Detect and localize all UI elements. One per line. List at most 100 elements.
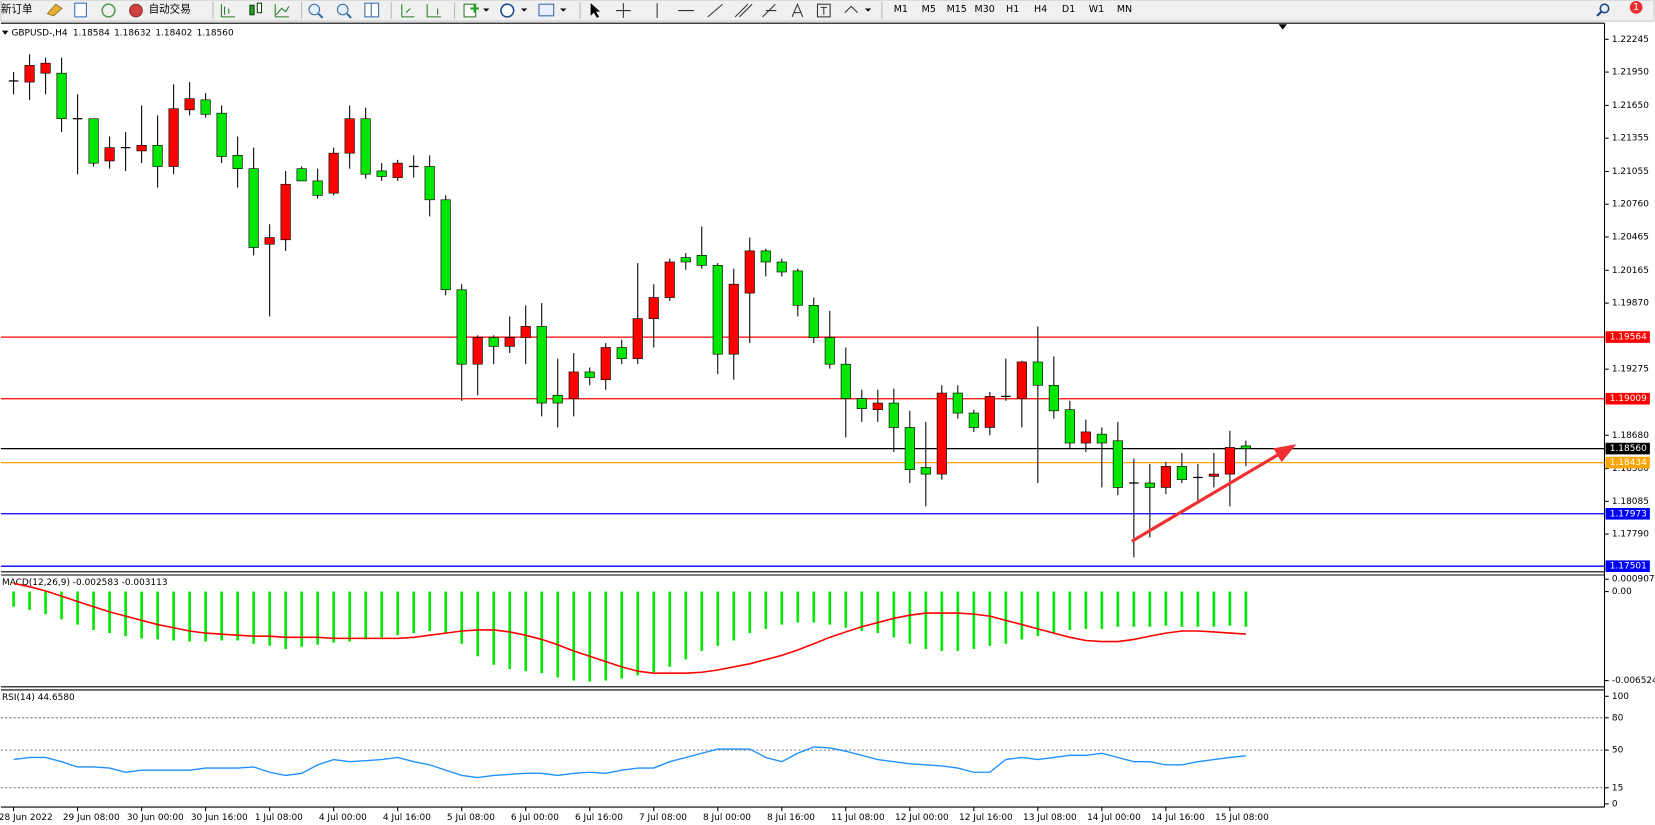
line-chart-icon[interactable] xyxy=(274,4,290,18)
candle-body xyxy=(488,337,499,347)
auto-trading-button[interactable]: 自动交易 xyxy=(149,2,191,15)
ohlc-close: 1.18560 xyxy=(197,28,234,38)
dropdown-arrow[interactable] xyxy=(483,8,490,12)
candle-body xyxy=(936,392,947,475)
candle-body xyxy=(1048,384,1059,412)
candle-body xyxy=(184,98,195,111)
candle-body xyxy=(552,394,563,404)
candle-body xyxy=(280,183,291,241)
candle-body xyxy=(968,412,979,428)
timeframe-button[interactable]: W1 xyxy=(1089,4,1104,15)
chart-header: GBPUSD-,H4 1.18584 1.18632 1.18402 1.18560 xyxy=(11,28,233,38)
gold-icon[interactable] xyxy=(46,3,63,17)
rsi-label: RSI(14) 44.6580 xyxy=(2,693,75,703)
ohlc-low: 1.18402 xyxy=(155,28,192,38)
auto-trading-icon[interactable] xyxy=(129,3,143,18)
x-tick-label: 13 Jul 08:00 xyxy=(1023,813,1077,823)
candle-body xyxy=(536,326,547,404)
timeframe-bar: M1 M5 M15 M30 H1 H4 D1 W1 MN xyxy=(894,4,1132,15)
text-tool[interactable] xyxy=(791,2,804,18)
zoom-in-icon[interactable] xyxy=(308,3,321,16)
candle-body xyxy=(104,147,115,162)
new-order-button[interactable]: 新订单 xyxy=(1,2,33,15)
candle-body xyxy=(648,297,659,319)
candle-body xyxy=(328,152,339,194)
candles-icon[interactable] xyxy=(256,2,263,14)
candle-body xyxy=(1080,431,1091,444)
chart-shift-icon[interactable] xyxy=(426,4,441,18)
ohlc-open: 1.18584 xyxy=(73,28,110,38)
candle-body xyxy=(472,337,483,365)
candle-body xyxy=(520,326,531,338)
periods-icon[interactable] xyxy=(500,3,515,18)
zoom-out-icon[interactable] xyxy=(336,3,349,16)
candle-body xyxy=(872,402,883,411)
candle-body xyxy=(728,283,739,355)
x-tick-label: 29 Jun 08:00 xyxy=(63,813,120,823)
candle-body xyxy=(88,118,99,164)
trendline-tool[interactable] xyxy=(707,3,723,18)
symbol-marker xyxy=(1,30,9,35)
timeframe-button[interactable]: D1 xyxy=(1062,4,1075,15)
dropdown-arrow[interactable] xyxy=(864,8,872,12)
candle-body xyxy=(632,318,643,359)
templates-icon[interactable] xyxy=(538,3,555,17)
timeframe-button[interactable]: M1 xyxy=(894,4,908,15)
y-tick-label: 1.21650 xyxy=(1612,101,1649,111)
timeframe-button[interactable]: MN xyxy=(1117,4,1132,15)
tile-icon[interactable] xyxy=(364,2,380,18)
candle-body xyxy=(792,270,803,306)
x-tick-label: 30 Jun 16:00 xyxy=(191,813,248,823)
label-tool[interactable] xyxy=(820,6,827,15)
dropdown-arrow[interactable] xyxy=(521,8,528,12)
candle-body xyxy=(392,162,403,178)
y-tick-label: 0 xyxy=(1612,799,1618,809)
history-icon[interactable] xyxy=(74,2,87,18)
candle-body xyxy=(344,118,355,154)
candle-body xyxy=(1064,409,1075,444)
candle-body xyxy=(984,396,995,428)
y-tick-label: -0.006524 xyxy=(1612,676,1655,686)
candle-body xyxy=(664,261,675,298)
candle-body xyxy=(1144,482,1155,488)
price-level-tag xyxy=(1605,331,1650,343)
candle-body xyxy=(680,257,691,263)
timeframe-button[interactable]: M15 xyxy=(947,4,967,15)
indicators-icon[interactable] xyxy=(470,4,479,13)
x-tick-label: 12 Jul 16:00 xyxy=(959,813,1013,823)
autoscroll-icon[interactable] xyxy=(401,4,415,18)
label-tool[interactable] xyxy=(816,3,831,18)
symbol: GBPUSD-,H4 xyxy=(11,28,67,38)
price-level-label: 1.17973 xyxy=(1610,509,1647,519)
crosshair-tool[interactable] xyxy=(615,3,631,18)
candle-body xyxy=(888,402,899,428)
zoom-out-icon[interactable] xyxy=(346,12,352,19)
timeframe-button[interactable]: M30 xyxy=(975,4,995,15)
candles-icon[interactable] xyxy=(249,4,255,16)
timeframe-button[interactable]: H4 xyxy=(1034,4,1047,15)
zoom-in-icon[interactable] xyxy=(317,12,324,19)
x-tick-label: 14 Jul 16:00 xyxy=(1151,813,1205,823)
arrows-tool[interactable] xyxy=(844,5,858,14)
timeframe-button[interactable]: M5 xyxy=(922,4,936,15)
shift-marker xyxy=(1278,24,1287,30)
signal-icon[interactable] xyxy=(101,3,116,18)
search-icon[interactable] xyxy=(1599,3,1610,14)
y-tick-label: 1.17790 xyxy=(1612,530,1649,540)
x-tick-label: 8 Jul 16:00 xyxy=(767,813,815,823)
y-tick-label: 15 xyxy=(1612,783,1623,793)
chart-background xyxy=(0,22,1655,825)
timeframe-button[interactable]: H1 xyxy=(1006,4,1019,15)
x-tick-label: 4 Jul 00:00 xyxy=(319,813,367,823)
fibonacci-tool[interactable] xyxy=(762,3,777,18)
cursor-tool[interactable] xyxy=(590,3,601,18)
notification-badge[interactable] xyxy=(1629,1,1643,14)
y-tick-label: 1.20465 xyxy=(1612,233,1649,243)
search-icon[interactable] xyxy=(1596,10,1603,17)
bar-chart-icon[interactable] xyxy=(220,4,236,18)
price-level-label: 1.19009 xyxy=(1610,394,1647,404)
channel-tool[interactable] xyxy=(734,3,753,18)
dropdown-arrow[interactable] xyxy=(560,8,567,12)
